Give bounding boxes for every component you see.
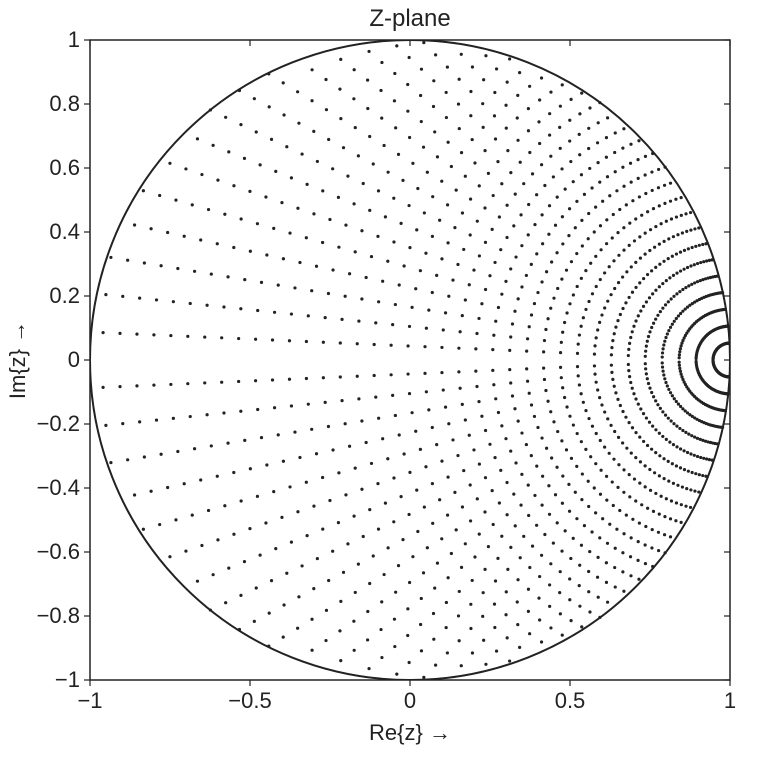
xtick-label: 0.5 xyxy=(555,688,586,713)
xtick-label: 0 xyxy=(404,688,416,713)
xtick-label: −0.5 xyxy=(228,688,271,713)
ytick-label: 0.6 xyxy=(49,155,80,180)
xtick-label: 1 xyxy=(724,688,736,713)
plot-svg: Z-plane −1 −0.5 0 0.5 1 −1 −0.8 −0.6 −0.4 −0.2 0 0.2… xyxy=(0,0,758,772)
ytick-label: −1 xyxy=(55,667,80,692)
xtick-label: −1 xyxy=(77,688,102,713)
ytick-label: 0.8 xyxy=(49,91,80,116)
ytick-label: 1 xyxy=(68,27,80,52)
ytick-label: 0.2 xyxy=(49,283,80,308)
ytick-label: −0.4 xyxy=(37,475,80,500)
ytick-label: −0.2 xyxy=(37,411,80,436)
ytick-label: 0 xyxy=(68,347,80,372)
ytick-label: 0.4 xyxy=(49,219,80,244)
ytick-label: −0.6 xyxy=(37,539,80,564)
x-axis-label: Re{z} → xyxy=(369,720,451,745)
y-axis-label: Im{z} → xyxy=(5,321,30,399)
chart-title: Z-plane xyxy=(369,5,450,32)
zplane-chart: { "chart": { "type": "scatter", "title":… xyxy=(0,0,758,772)
ytick-label: −0.8 xyxy=(37,603,80,628)
